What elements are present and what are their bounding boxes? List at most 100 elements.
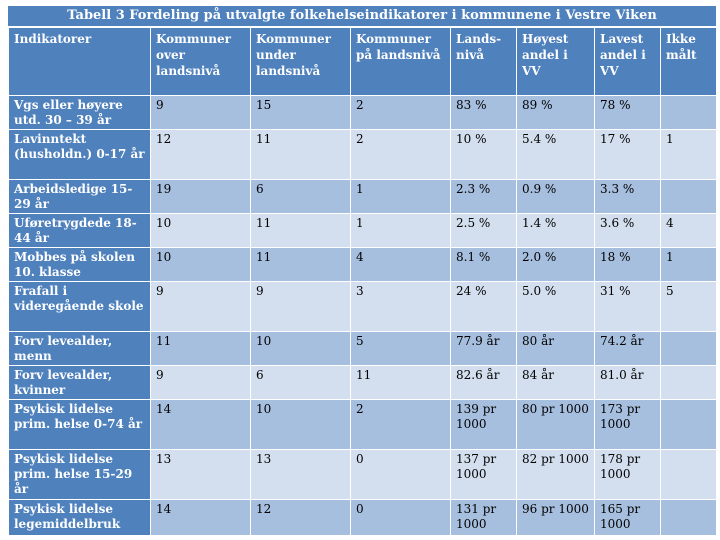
cell-lavest: 165 pr 1000 (594, 499, 661, 536)
table-row: Forv levealder, kvinner 9 6 11 82.6 år 8… (8, 365, 717, 400)
table-row: Lavinntekt (husholdn.) 0-17 år 12 11 2 1… (8, 129, 717, 180)
cell-ikke-malt (660, 499, 717, 536)
cell-ikke-malt (660, 365, 717, 400)
cell-under: 6 (250, 179, 351, 214)
table-row: Uføretrygdede 18-44 år 10 11 1 2.5 % 1.4… (8, 213, 717, 248)
cell-landsniva: 83 % (450, 95, 517, 130)
cell-paa: 0 (350, 499, 451, 536)
row-label: Psykisk lidelse prim. helse 0-74 år (8, 399, 151, 450)
row-label: Arbeidsledige 15-29 år (8, 179, 151, 214)
cell-hoyest: 82 pr 1000 (516, 449, 595, 500)
cell-landsniva: 2.3 % (450, 179, 517, 214)
cell-lavest: 17 % (594, 129, 661, 180)
cell-under: 12 (250, 499, 351, 536)
cell-ikke-malt (660, 449, 717, 500)
table-row: Arbeidsledige 15-29 år 19 6 1 2.3 % 0.9 … (8, 179, 717, 214)
cell-hoyest: 1.4 % (516, 213, 595, 248)
cell-paa: 2 (350, 129, 451, 180)
cell-under: 6 (250, 365, 351, 400)
header-lavest: Lavest andel i VV (594, 27, 661, 96)
cell-lavest: 18 % (594, 247, 661, 282)
cell-over: 12 (150, 129, 251, 180)
cell-paa: 2 (350, 399, 451, 450)
cell-under: 10 (250, 399, 351, 450)
header-row: Indikatorer Kommuner over landsnivå Komm… (8, 27, 717, 96)
cell-paa: 11 (350, 365, 451, 400)
cell-hoyest: 5.4 % (516, 129, 595, 180)
cell-lavest: 178 pr 1000 (594, 449, 661, 500)
cell-landsniva: 8.1 % (450, 247, 517, 282)
row-label: Forv levealder, menn (8, 331, 151, 366)
cell-hoyest: 5.0 % (516, 281, 595, 332)
cell-over: 19 (150, 179, 251, 214)
cell-hoyest: 0.9 % (516, 179, 595, 214)
cell-lavest: 173 pr 1000 (594, 399, 661, 450)
cell-over: 10 (150, 247, 251, 282)
cell-under: 11 (250, 213, 351, 248)
cell-ikke-malt: 1 (660, 247, 717, 282)
table-title: Tabell 3 Fordeling på utvalgte folkehels… (8, 6, 716, 27)
cell-landsniva: 24 % (450, 281, 517, 332)
cell-lavest: 81.0 år (594, 365, 661, 400)
cell-paa: 4 (350, 247, 451, 282)
cell-paa: 3 (350, 281, 451, 332)
cell-ikke-malt (660, 179, 717, 214)
cell-over: 14 (150, 499, 251, 536)
table-row: Frafall i videregående skole 9 9 3 24 % … (8, 281, 717, 332)
cell-hoyest: 2.0 % (516, 247, 595, 282)
cell-landsniva: 2.5 % (450, 213, 517, 248)
cell-landsniva: 137 pr 1000 (450, 449, 517, 500)
cell-paa: 0 (350, 449, 451, 500)
cell-over: 10 (150, 213, 251, 248)
cell-landsniva: 77.9 år (450, 331, 517, 366)
cell-lavest: 3.6 % (594, 213, 661, 248)
cell-paa: 2 (350, 95, 451, 130)
cell-landsniva: 10 % (450, 129, 517, 180)
cell-over: 13 (150, 449, 251, 500)
cell-ikke-malt (660, 399, 717, 450)
cell-lavest: 31 % (594, 281, 661, 332)
cell-over: 9 (150, 95, 251, 130)
table-row: Psykisk lidelse prim. helse 0-74 år 14 1… (8, 399, 717, 450)
header-landsniva: Lands-nivå (450, 27, 517, 96)
row-label: Vgs eller høyere utd. 30 – 39 år (8, 95, 151, 130)
cell-hoyest: 84 år (516, 365, 595, 400)
cell-landsniva: 139 pr 1000 (450, 399, 517, 450)
cell-under: 13 (250, 449, 351, 500)
cell-over: 9 (150, 365, 251, 400)
cell-landsniva: 131 pr 1000 (450, 499, 517, 536)
cell-lavest: 78 % (594, 95, 661, 130)
header-under: Kommuner under landsnivå (250, 27, 351, 96)
cell-over: 11 (150, 331, 251, 366)
cell-ikke-malt: 5 (660, 281, 717, 332)
table-container: Tabell 3 Fordeling på utvalgte folkehels… (8, 6, 717, 536)
cell-under: 10 (250, 331, 351, 366)
cell-lavest: 3.3 % (594, 179, 661, 214)
cell-paa: 1 (350, 213, 451, 248)
cell-over: 9 (150, 281, 251, 332)
row-label: Mobbes på skolen 10. klasse (8, 247, 151, 282)
row-label: Forv levealder, kvinner (8, 365, 151, 400)
cell-hoyest: 89 % (516, 95, 595, 130)
cell-ikke-malt (660, 331, 717, 366)
cell-lavest: 74.2 år (594, 331, 661, 366)
table-row: Forv levealder, menn 11 10 5 77.9 år 80 … (8, 331, 717, 366)
cell-over: 14 (150, 399, 251, 450)
cell-paa: 1 (350, 179, 451, 214)
row-label: Frafall i videregående skole (8, 281, 151, 332)
header-paa: Kommuner på landsnivå (350, 27, 451, 96)
row-label: Psykisk lidelse legemiddelbruk (8, 499, 151, 536)
row-label: Lavinntekt (husholdn.) 0-17 år (8, 129, 151, 180)
table-row: Psykisk lidelse prim. helse 15-29 år 13 … (8, 449, 717, 500)
row-label: Psykisk lidelse prim. helse 15-29 år (8, 449, 151, 500)
cell-ikke-malt: 1 (660, 129, 717, 180)
row-label: Uføretrygdede 18-44 år (8, 213, 151, 248)
cell-under: 15 (250, 95, 351, 130)
cell-paa: 5 (350, 331, 451, 366)
cell-under: 9 (250, 281, 351, 332)
cell-hoyest: 80 pr 1000 (516, 399, 595, 450)
cell-hoyest: 96 pr 1000 (516, 499, 595, 536)
cell-landsniva: 82.6 år (450, 365, 517, 400)
table-row: Psykisk lidelse legemiddelbruk 14 12 0 1… (8, 499, 717, 536)
header-indikatorer: Indikatorer (8, 27, 151, 96)
